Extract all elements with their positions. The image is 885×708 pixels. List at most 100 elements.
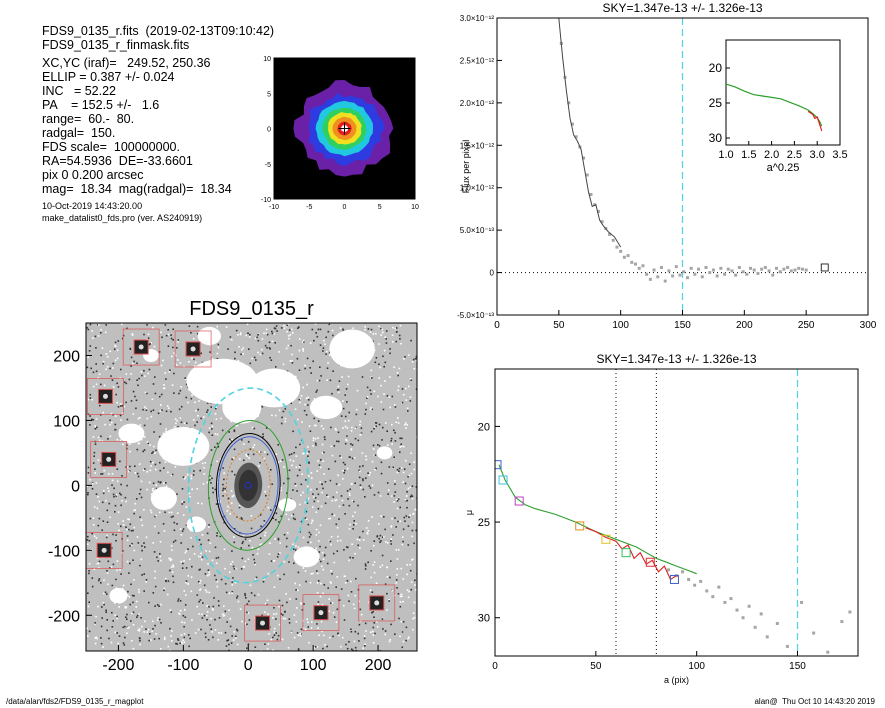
noise-dot (378, 537, 380, 540)
noise-dot (320, 375, 322, 377)
noise-dot (324, 343, 326, 345)
noise-dot (333, 445, 336, 447)
noise-dot (231, 591, 234, 593)
noise-dot (215, 407, 217, 410)
noise-dot (128, 518, 130, 521)
noise-dot (183, 590, 186, 592)
noise-dot (152, 489, 154, 492)
noise-dot (394, 491, 397, 493)
noise-dot (374, 454, 377, 456)
noise-dot (142, 408, 144, 411)
noise-dot (242, 540, 244, 543)
noise-dot (386, 482, 389, 484)
noise-dot (125, 382, 128, 385)
noise-dot (154, 624, 156, 627)
noise-dot (339, 539, 342, 542)
noise-dot (223, 614, 226, 617)
noise-dot (397, 374, 399, 377)
noise-dot (327, 496, 329, 498)
noise-dot (319, 466, 322, 469)
noise-dot (94, 335, 97, 338)
noise-dot (95, 347, 97, 349)
noise-dot (122, 550, 124, 552)
noise-dot (265, 427, 268, 429)
noise-dot (272, 617, 274, 619)
noise-dot (399, 446, 402, 448)
noise-dot (92, 371, 95, 374)
noise-dot (179, 600, 182, 602)
noise-dot (119, 439, 122, 442)
noise-dot (101, 606, 103, 608)
noise-dot (201, 613, 203, 616)
noise-dot (285, 545, 288, 548)
noise-dot (240, 568, 243, 570)
noise-dot (316, 623, 318, 625)
flux-point (700, 275, 704, 279)
noise-dot (302, 348, 304, 350)
noise-dot (208, 571, 211, 573)
noise-dot (246, 611, 248, 614)
noise-dot (126, 466, 129, 469)
noise-dot (185, 422, 188, 424)
noise-dot (191, 565, 193, 568)
noise-dot (164, 372, 167, 374)
noise-dot (247, 612, 250, 614)
noise-dot (407, 544, 410, 546)
noise-dot (109, 435, 112, 438)
noise-dot (140, 617, 142, 619)
noise-dot (236, 595, 239, 597)
noise-dot (282, 614, 284, 616)
thumb-y-tick-label: 5 (267, 91, 271, 98)
noise-dot (106, 356, 109, 358)
noise-dot (107, 473, 110, 475)
noise-dot (149, 460, 152, 463)
noise-dot (102, 492, 105, 495)
noise-dot (196, 487, 199, 490)
noise-dot (130, 640, 133, 642)
noise-dot (135, 606, 137, 608)
noise-dot (144, 391, 147, 394)
noise-dot (179, 528, 182, 530)
thumb-x-tick-label: -10 (269, 204, 279, 211)
noise-dot (117, 386, 120, 388)
noise-dot (172, 515, 174, 518)
noise-dot (381, 439, 383, 441)
noise-dot (256, 336, 258, 339)
noise-dot (232, 639, 235, 641)
noise-dot (412, 512, 415, 515)
noise-dot (297, 648, 300, 650)
noise-dot (326, 494, 328, 496)
noise-dot (88, 539, 91, 542)
noise-dot (231, 580, 233, 582)
noise-dot (105, 499, 107, 502)
noise-dot (391, 443, 393, 445)
noise-dot (116, 349, 119, 352)
flux-point (659, 265, 663, 269)
mask-blob (186, 516, 207, 533)
noise-dot (95, 370, 98, 373)
noise-dot (112, 563, 115, 566)
noise-dot (319, 545, 321, 548)
image-x-tick-label: -100 (167, 657, 199, 674)
noise-dot (344, 513, 346, 515)
noise-dot (404, 520, 406, 522)
noise-dot (337, 388, 340, 391)
noise-dot (314, 437, 317, 440)
noise-dot (378, 343, 380, 345)
noise-dot (126, 484, 128, 487)
info-line: range= 60.- 80. (42, 112, 135, 126)
noise-dot (233, 536, 235, 538)
noise-dot (153, 551, 156, 553)
noise-dot (179, 389, 182, 392)
noise-dot (206, 481, 209, 484)
noise-dot (96, 557, 99, 559)
noise-dot (350, 648, 353, 650)
noise-dot (324, 438, 326, 441)
noise-dot (357, 504, 359, 507)
noise-dot (338, 483, 341, 486)
noise-dot (277, 634, 280, 637)
noise-dot (228, 649, 230, 651)
noise-dot (302, 536, 305, 539)
noise-dot (396, 468, 399, 471)
noise-dot (200, 628, 202, 631)
